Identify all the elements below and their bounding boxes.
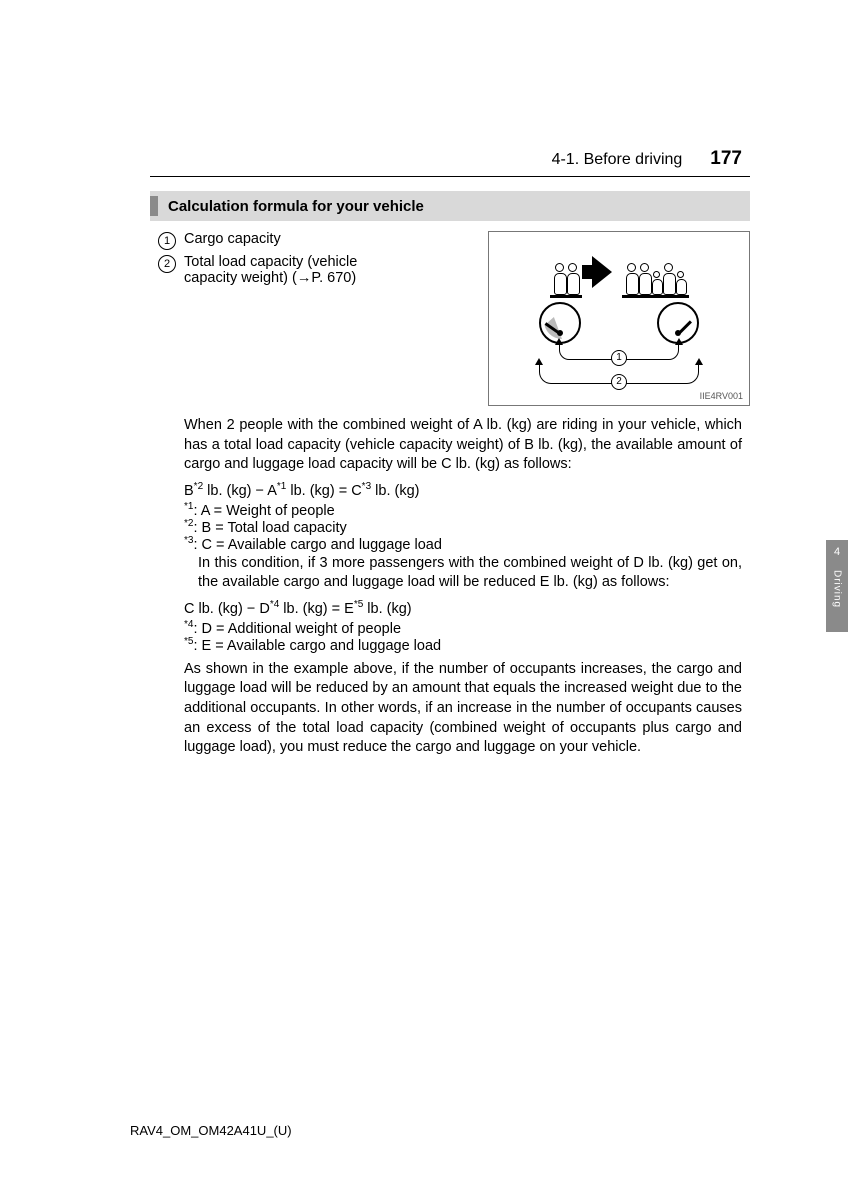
person-icon xyxy=(567,263,578,295)
person-icon xyxy=(676,271,685,295)
arrow-right-icon xyxy=(592,256,612,288)
definition-text: Cargo capacity xyxy=(184,231,281,250)
footnote-line: *1: A = Weight of people xyxy=(184,503,742,519)
formula-line: C lb. (kg) − D*4 lb. (kg) = E*5 lb. (kg) xyxy=(184,601,742,617)
person-icon xyxy=(554,263,565,295)
body-paragraph: As shown in the example above, if the nu… xyxy=(184,660,742,758)
footnote-line: *2: B = Total load capacity xyxy=(184,520,742,536)
definition-item: 2 Total load capacity (vehicle capacity … xyxy=(158,254,476,286)
definition-list: 1 Cargo capacity 2 Total load capacity (… xyxy=(158,231,476,290)
chapter-label: Driving xyxy=(832,570,843,608)
definition-item: 1 Cargo capacity xyxy=(158,231,476,250)
footnote-line: *3: C = Available cargo and luggage load xyxy=(184,537,742,553)
section-path: 4-1. Before driving xyxy=(552,151,683,169)
capacity-diagram: 1 2 IIE4RV001 xyxy=(488,231,750,406)
diagram-people-row xyxy=(489,246,749,298)
person-icon xyxy=(626,263,637,295)
footnote-line: *5: E = Available cargo and luggage load xyxy=(184,638,742,654)
diagram-gauges xyxy=(489,302,749,344)
section-accent-bar xyxy=(150,196,158,216)
person-icon xyxy=(663,263,674,295)
definition-text: Total load capacity (vehicle capacity we… xyxy=(184,254,357,286)
footnote-line: *4: D = Additional weight of people xyxy=(184,621,742,637)
page-number: 177 xyxy=(710,148,742,170)
diagram-code: IIE4RV001 xyxy=(700,391,743,401)
section-header: Calculation formula for your vehicle xyxy=(150,191,750,221)
diagram-loop-label: 2 xyxy=(611,374,627,390)
chapter-number: 4 xyxy=(834,546,840,558)
person-icon xyxy=(639,263,650,295)
body-paragraph: In this condition, if 3 more passengers … xyxy=(198,554,742,593)
page-header: 4-1. Before driving 177 xyxy=(150,148,750,177)
circled-number-icon: 2 xyxy=(158,255,176,273)
formula-line: B*2 lb. (kg) − A*1 lb. (kg) = C*3 lb. (k… xyxy=(184,483,742,499)
circled-number-icon: 1 xyxy=(158,232,176,250)
people-group-before xyxy=(550,263,582,298)
people-group-after xyxy=(622,263,689,298)
chapter-side-tab: 4 Driving xyxy=(826,540,848,632)
person-icon xyxy=(652,271,661,295)
body-paragraph: When 2 people with the combined weight o… xyxy=(184,416,742,475)
footer-doc-id: RAV4_OM_OM42A41U_(U) xyxy=(130,1123,292,1138)
gauge-needle xyxy=(677,320,691,334)
section-title: Calculation formula for your vehicle xyxy=(168,198,424,215)
